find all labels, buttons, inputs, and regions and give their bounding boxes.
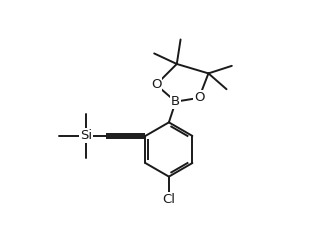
Text: Si: Si [80, 130, 92, 142]
Text: O: O [194, 92, 204, 104]
Text: Cl: Cl [162, 194, 175, 206]
Text: B: B [171, 95, 180, 108]
Text: O: O [151, 78, 161, 91]
